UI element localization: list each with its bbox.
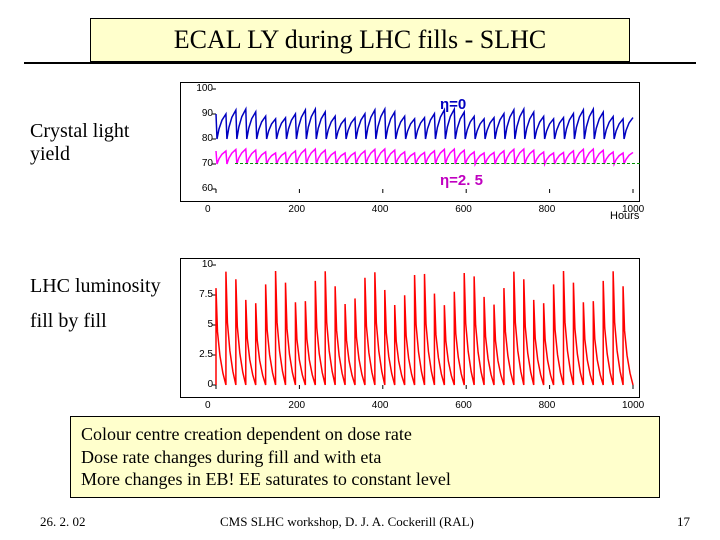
chart1-ytick-label: 100 bbox=[195, 83, 213, 94]
chart1-dashed-line bbox=[235, 163, 640, 164]
chart1-ytick-label: 80 bbox=[195, 133, 213, 144]
chart1-xtick-label: 800 bbox=[539, 204, 556, 215]
annotation-eta25: η=2. 5 bbox=[440, 172, 483, 189]
annotation-eta0: η=0 bbox=[440, 96, 466, 113]
chart2-xtick-label: 1000 bbox=[622, 400, 644, 411]
chart1-ytick-label: 60 bbox=[195, 183, 213, 194]
label-fill-by-fill: fill by fill bbox=[30, 310, 107, 333]
chart1-xtick-label: 400 bbox=[372, 204, 389, 215]
slide-title-box: ECAL LY during LHC fills - SLHC bbox=[90, 18, 630, 62]
chart2-xtick-label: 800 bbox=[539, 400, 556, 411]
chart2-area bbox=[180, 258, 640, 398]
chart2-xtick-label: 200 bbox=[288, 400, 305, 411]
note-line1: Colour centre creation dependent on dose… bbox=[81, 423, 649, 446]
chart2-xtick-label: 400 bbox=[372, 400, 389, 411]
note-line2: Dose rate changes during fill and with e… bbox=[81, 446, 649, 469]
top-rule bbox=[24, 62, 696, 64]
note-box: Colour centre creation dependent on dose… bbox=[70, 416, 660, 498]
chart1-area bbox=[180, 82, 640, 202]
chart1-xtick-label: 600 bbox=[455, 204, 472, 215]
label-line2: yield bbox=[30, 143, 129, 166]
footer-page: 17 bbox=[677, 514, 690, 530]
chart2-ytick-label: 2.5 bbox=[195, 349, 213, 360]
footer-date: 26. 2. 02 bbox=[40, 514, 86, 530]
chart2-ytick-label: 7.5 bbox=[195, 289, 213, 300]
chart1-ytick-label: 70 bbox=[195, 158, 213, 169]
label-lhc-luminosity: LHC luminosity bbox=[30, 275, 161, 298]
chart2-ytick-label: 5 bbox=[195, 319, 213, 330]
footer-center: CMS SLHC workshop, D. J. A. Cockerill (R… bbox=[220, 514, 474, 530]
chart2-xtick-label: 600 bbox=[455, 400, 472, 411]
chart2-ytick-label: 0 bbox=[195, 379, 213, 390]
label-line1: Crystal light bbox=[30, 120, 129, 143]
chart1-svg bbox=[181, 83, 641, 203]
chart2-ytick-label: 10 bbox=[195, 259, 213, 270]
chart1-ytick-label: 90 bbox=[195, 108, 213, 119]
chart2-svg bbox=[181, 259, 641, 399]
chart1-xtick-label: 0 bbox=[205, 204, 211, 215]
slide-title: ECAL LY during LHC fills - SLHC bbox=[174, 25, 546, 54]
chart1-xtick-label: 200 bbox=[288, 204, 305, 215]
chart2-xtick-label: 0 bbox=[205, 400, 211, 411]
label-crystal-light-yield: Crystal light yield bbox=[30, 120, 129, 166]
chart1-xlabel: Hours bbox=[610, 210, 639, 222]
note-line3: More changes in EB! EE saturates to cons… bbox=[81, 468, 649, 491]
